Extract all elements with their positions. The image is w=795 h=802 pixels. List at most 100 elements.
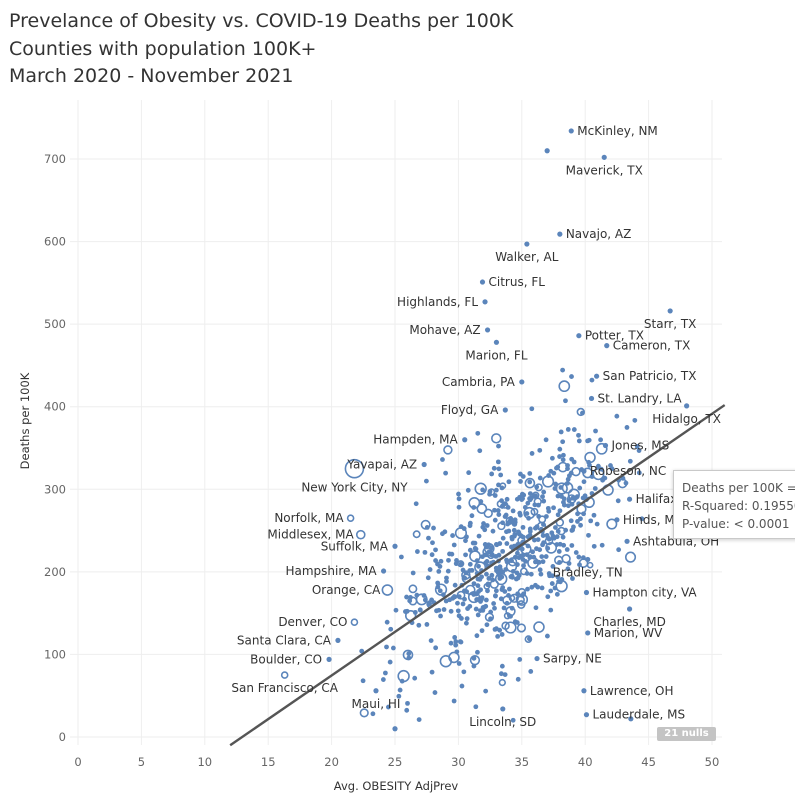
data-point: [537, 547, 543, 553]
data-point: [554, 534, 560, 540]
y-axis-title: Deaths per 100K: [18, 372, 32, 469]
labeled-data-point: [502, 407, 508, 413]
data-point: [536, 559, 542, 565]
tooltip-p-value: P-value: < 0.0001: [682, 517, 790, 531]
data-point: [569, 528, 575, 533]
data-point: [484, 523, 490, 528]
labeled-data-point: [519, 379, 525, 385]
data-points[interactable]: [280, 128, 690, 732]
data-point: [404, 594, 409, 600]
data-point: [466, 470, 472, 476]
data-point: [360, 678, 366, 684]
data-point: [500, 548, 506, 554]
data-point: [453, 639, 459, 644]
data-point: [516, 623, 527, 633]
data-point: [483, 597, 489, 603]
data-point: [399, 678, 405, 684]
point-label: Hampshire, MA: [285, 564, 377, 578]
data-point: [538, 571, 544, 577]
data-point: [560, 367, 566, 373]
data-point: [408, 584, 418, 594]
data-point: [515, 550, 520, 556]
y-tick-label: 100: [44, 647, 66, 661]
data-point: [453, 642, 459, 648]
labeled-data-point: [482, 299, 488, 305]
point-label: Lawrence, OH: [590, 684, 674, 698]
data-point: [386, 704, 391, 710]
labeled-data-point: [583, 589, 590, 596]
data-point: [428, 638, 434, 644]
data-point: [561, 542, 567, 548]
data-point: [575, 519, 580, 524]
data-point: [509, 593, 519, 603]
data-point: [476, 589, 481, 594]
data-point: [528, 495, 534, 501]
labeled-data-point: [581, 688, 587, 694]
point-label: Maverick, TX: [566, 163, 643, 177]
nulls-indicator[interactable]: 21 nulls: [657, 727, 716, 741]
data-point: [546, 571, 552, 576]
data-point: [568, 518, 574, 524]
data-point: [632, 417, 638, 423]
point-label: Jones, MS: [610, 439, 669, 453]
data-point: [539, 554, 545, 560]
data-point: [557, 454, 562, 459]
labeled-data-point: [380, 568, 387, 574]
data-point: [479, 595, 485, 601]
data-point: [586, 532, 591, 538]
data-point: [506, 479, 512, 485]
data-point: [485, 582, 491, 588]
data-point: [614, 413, 620, 419]
data-point: [636, 470, 642, 476]
data-point: [489, 572, 495, 578]
data-point: [563, 527, 569, 533]
point-label: Middlesex, MA: [267, 528, 354, 542]
point-label: Halifax: [636, 492, 678, 506]
data-point: [565, 503, 571, 509]
data-point: [434, 583, 448, 596]
data-point: [541, 498, 547, 504]
data-point: [509, 605, 515, 611]
point-label: Floyd, GA: [441, 403, 499, 417]
data-point: [507, 586, 512, 592]
point-label: Cambria, PA: [442, 375, 516, 389]
x-tick-label: 25: [388, 755, 403, 769]
data-point: [606, 518, 618, 530]
data-point: [565, 476, 571, 482]
labeled-data-point: [601, 154, 607, 160]
data-point: [522, 504, 528, 510]
data-point: [496, 466, 502, 472]
data-point: [499, 663, 505, 669]
data-point: [565, 566, 571, 572]
data-point: [527, 479, 533, 485]
data-point: [498, 671, 504, 677]
data-point: [489, 471, 495, 477]
data-point: [478, 499, 484, 504]
data-point: [528, 669, 534, 674]
data-point: [589, 377, 595, 383]
data-point: [495, 570, 501, 576]
data-point: [517, 657, 523, 662]
data-point: [404, 707, 410, 713]
data-point: [492, 517, 498, 523]
data-point: [491, 601, 497, 606]
data-point: [387, 659, 393, 665]
data-point: [432, 690, 438, 695]
data-point: [571, 427, 577, 432]
data-point: [540, 559, 546, 565]
data-point: [520, 496, 525, 502]
data-point: [516, 555, 522, 561]
data-point: [416, 717, 422, 722]
data-point: [639, 516, 645, 522]
data-point: [437, 588, 443, 594]
data-point: [493, 588, 499, 594]
labeled-data-point: [544, 148, 550, 154]
data-point: [398, 554, 404, 560]
labeled-data-point: [583, 712, 590, 718]
data-point: [496, 512, 502, 518]
data-point: [414, 592, 420, 598]
data-point: [475, 583, 481, 589]
data-point: [384, 644, 389, 650]
data-point: [569, 501, 575, 507]
